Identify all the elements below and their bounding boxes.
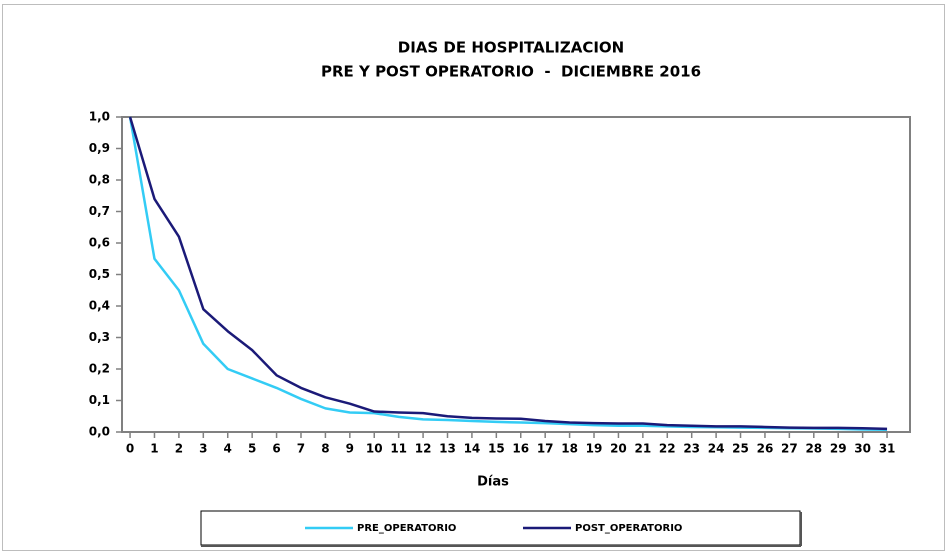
- x-tick-label: 27: [781, 442, 798, 456]
- x-tick-label: 13: [439, 442, 456, 456]
- y-tick-label: 0,1: [89, 393, 110, 407]
- x-axis-title: Días: [477, 475, 509, 490]
- y-tick-label: 0,6: [89, 236, 110, 250]
- y-tick-label: 0,8: [89, 173, 110, 187]
- x-tick-label: 4: [224, 442, 232, 456]
- x-tick-label: 24: [708, 442, 725, 456]
- chart-frame: [2, 4, 945, 551]
- x-tick-label: 17: [537, 442, 554, 456]
- y-tick-label: 0,9: [89, 141, 110, 155]
- y-tick-label: 0,2: [89, 362, 110, 376]
- x-tick-label: 3: [199, 442, 207, 456]
- legend-label: POST_OPERATORIO: [575, 523, 682, 534]
- x-tick-label: 10: [366, 442, 383, 456]
- x-tick-label: 23: [683, 442, 700, 456]
- y-tick-label: 1,0: [89, 110, 110, 124]
- x-tick-label: 25: [732, 442, 749, 456]
- x-tick-label: 8: [321, 442, 329, 456]
- y-tick-label: 0,5: [89, 267, 110, 281]
- x-tick-label: 14: [464, 442, 481, 456]
- legend-box: [200, 510, 801, 546]
- legend-label: PRE_OPERATORIO: [357, 523, 456, 534]
- y-tick-label: 0,4: [89, 299, 110, 313]
- x-tick-label: 0: [126, 442, 134, 456]
- x-tick-label: 9: [346, 442, 354, 456]
- x-tick-label: 15: [488, 442, 505, 456]
- x-tick-label: 19: [586, 442, 603, 456]
- x-tick-label: 22: [659, 442, 676, 456]
- y-tick-label: 0,0: [89, 425, 110, 439]
- x-tick-label: 21: [635, 442, 652, 456]
- y-tick-label: 0,3: [89, 330, 110, 344]
- x-tick-label: 11: [390, 442, 407, 456]
- x-tick-label: 1: [150, 442, 158, 456]
- x-tick-label: 20: [610, 442, 627, 456]
- chart-title: DIAS DE HOSPITALIZACION: [398, 39, 624, 57]
- x-tick-label: 26: [757, 442, 774, 456]
- x-tick-label: 12: [415, 442, 432, 456]
- x-tick-label: 31: [879, 442, 896, 456]
- x-tick-label: 28: [805, 442, 822, 456]
- x-tick-label: 2: [175, 442, 183, 456]
- x-tick-label: 5: [248, 442, 256, 456]
- x-tick-label: 16: [512, 442, 529, 456]
- series-line: [128, 116, 888, 431]
- chart-subtitle: PRE Y POST OPERATORIO - DICIEMBRE 2016: [321, 63, 701, 81]
- x-tick-label: 18: [561, 442, 578, 456]
- x-tick-label: 29: [830, 442, 847, 456]
- x-tick-label: 7: [297, 442, 305, 456]
- y-tick-label: 0,7: [89, 204, 110, 218]
- x-tick-label: 6: [272, 442, 280, 456]
- x-tick-label: 30: [854, 442, 871, 456]
